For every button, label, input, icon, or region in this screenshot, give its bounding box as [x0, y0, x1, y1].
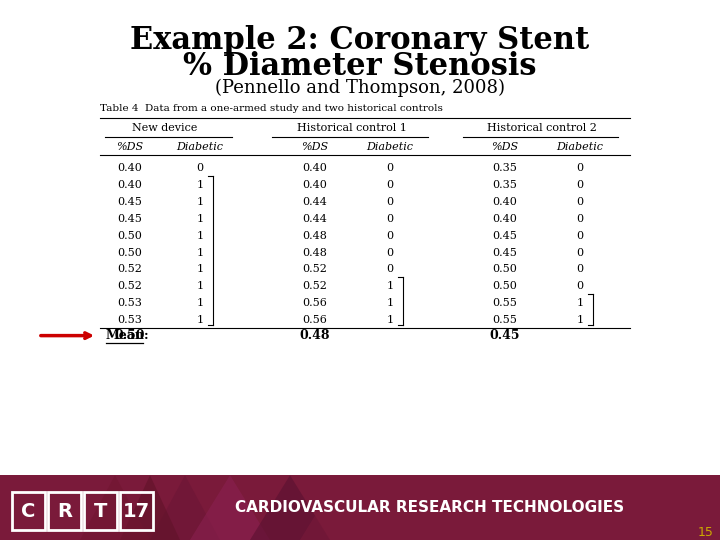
Text: 0.56: 0.56 — [302, 298, 328, 308]
Text: 0.40: 0.40 — [302, 180, 328, 190]
Text: Diabetic: Diabetic — [176, 141, 223, 152]
Text: 0: 0 — [577, 264, 584, 274]
Text: 0.45: 0.45 — [490, 329, 521, 342]
Polygon shape — [150, 475, 220, 540]
Text: 0.45: 0.45 — [492, 231, 518, 241]
Text: 1: 1 — [197, 281, 204, 291]
Text: 0: 0 — [577, 281, 584, 291]
Text: 1: 1 — [577, 298, 584, 308]
Text: 1: 1 — [197, 231, 204, 241]
Text: Historical control 2: Historical control 2 — [487, 123, 597, 133]
Text: 0: 0 — [577, 197, 584, 207]
Text: 1: 1 — [197, 214, 204, 224]
Polygon shape — [190, 475, 270, 540]
Text: 1: 1 — [387, 315, 394, 325]
Text: Diabetic: Diabetic — [366, 141, 413, 152]
Text: 0.44: 0.44 — [302, 197, 328, 207]
Text: 1: 1 — [577, 315, 584, 325]
Text: 0: 0 — [577, 163, 584, 173]
Text: 0: 0 — [387, 264, 394, 274]
Text: 0: 0 — [197, 163, 204, 173]
Text: 0.52: 0.52 — [302, 264, 328, 274]
Text: New device: New device — [132, 123, 198, 133]
Text: 1: 1 — [197, 264, 204, 274]
Text: 0.35: 0.35 — [492, 163, 518, 173]
Text: Mean:: Mean: — [106, 329, 150, 342]
Text: 0.45: 0.45 — [492, 247, 518, 258]
Text: 0.56: 0.56 — [302, 315, 328, 325]
Text: 1: 1 — [197, 180, 204, 190]
Text: Historical control 1: Historical control 1 — [297, 123, 407, 133]
Text: 0: 0 — [577, 247, 584, 258]
Text: 1: 1 — [197, 247, 204, 258]
Bar — [84, 492, 117, 530]
Text: CARDIOVASCULAR RESEARCH TECHNOLOGIES: CARDIOVASCULAR RESEARCH TECHNOLOGIES — [235, 500, 624, 515]
Text: 0.50: 0.50 — [117, 247, 143, 258]
Text: %DS: %DS — [302, 141, 328, 152]
Text: 0.52: 0.52 — [117, 264, 143, 274]
Text: R: R — [57, 502, 72, 521]
Text: 1: 1 — [387, 298, 394, 308]
Text: 0.40: 0.40 — [492, 214, 518, 224]
Text: %DS: %DS — [117, 141, 143, 152]
Text: 0.50: 0.50 — [117, 231, 143, 241]
Text: 0.55: 0.55 — [492, 315, 518, 325]
Text: 1: 1 — [197, 197, 204, 207]
Bar — [48, 492, 81, 530]
Text: 15: 15 — [698, 525, 714, 538]
Text: 0.35: 0.35 — [492, 180, 518, 190]
Text: Table 4  Data from a one-armed study and two historical controls: Table 4 Data from a one-armed study and … — [100, 104, 443, 113]
Text: 0: 0 — [577, 231, 584, 241]
Text: 0.45: 0.45 — [117, 214, 143, 224]
Bar — [120, 492, 153, 530]
Polygon shape — [80, 475, 150, 540]
Text: 1: 1 — [197, 298, 204, 308]
Text: 0.48: 0.48 — [300, 329, 330, 342]
Text: 0.40: 0.40 — [492, 197, 518, 207]
Text: 0.53: 0.53 — [117, 298, 143, 308]
Polygon shape — [300, 475, 380, 540]
Text: 1: 1 — [387, 281, 394, 291]
Polygon shape — [250, 475, 330, 540]
Text: 0: 0 — [577, 180, 584, 190]
Text: 0.48: 0.48 — [302, 231, 328, 241]
Text: 0.40: 0.40 — [302, 163, 328, 173]
Polygon shape — [120, 475, 180, 540]
Text: 0.45: 0.45 — [117, 197, 143, 207]
Text: 0.52: 0.52 — [302, 281, 328, 291]
Text: 0: 0 — [387, 180, 394, 190]
Text: 0.40: 0.40 — [117, 180, 143, 190]
Text: 0: 0 — [577, 214, 584, 224]
Text: 0.50: 0.50 — [114, 329, 145, 342]
Text: 1: 1 — [197, 315, 204, 325]
Text: 0: 0 — [387, 247, 394, 258]
Text: (Pennello and Thompson, 2008): (Pennello and Thompson, 2008) — [215, 79, 505, 97]
Text: % Diameter Stenosis: % Diameter Stenosis — [184, 51, 536, 83]
Text: 0: 0 — [387, 163, 394, 173]
Text: 0.52: 0.52 — [117, 281, 143, 291]
Text: 0.55: 0.55 — [492, 298, 518, 308]
Text: 0.44: 0.44 — [302, 214, 328, 224]
Text: 0.50: 0.50 — [492, 264, 518, 274]
Text: 0: 0 — [387, 214, 394, 224]
Text: 17: 17 — [123, 502, 150, 521]
Bar — [12, 492, 45, 530]
Text: C: C — [22, 502, 36, 521]
Text: 0.53: 0.53 — [117, 315, 143, 325]
Text: Diabetic: Diabetic — [557, 141, 603, 152]
Text: 0: 0 — [387, 197, 394, 207]
Text: 0.48: 0.48 — [302, 247, 328, 258]
Text: %DS: %DS — [492, 141, 518, 152]
Text: Example 2: Coronary Stent: Example 2: Coronary Stent — [130, 25, 590, 56]
Text: 0: 0 — [387, 231, 394, 241]
Text: 0.40: 0.40 — [117, 163, 143, 173]
Text: 0.50: 0.50 — [492, 281, 518, 291]
Text: T: T — [94, 502, 107, 521]
